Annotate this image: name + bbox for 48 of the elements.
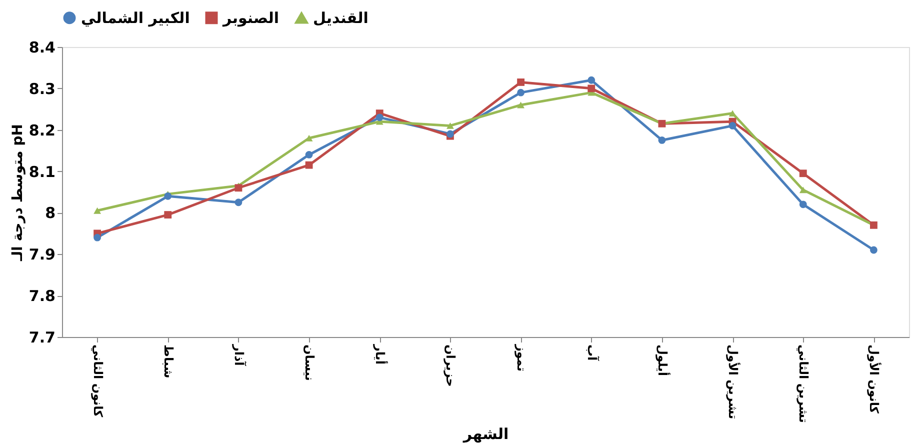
x-tick-label: آذار bbox=[232, 344, 247, 367]
x-tick-label: حزيران bbox=[444, 344, 458, 387]
y-axis-title: متوسط درجة الـ pH bbox=[10, 124, 26, 262]
point bbox=[517, 78, 524, 86]
x-tick-label: كانون الأول bbox=[867, 344, 882, 414]
point bbox=[234, 184, 242, 192]
x-tick-label: كانون الثاني bbox=[90, 344, 105, 418]
point bbox=[305, 151, 313, 158]
y-tick-label: 8.1 bbox=[28, 162, 56, 181]
point bbox=[517, 102, 524, 108]
point bbox=[588, 76, 596, 84]
x-axis-title: الشهر bbox=[462, 424, 509, 443]
x-tick-label: أيار bbox=[373, 344, 388, 365]
x-tick-label: شباط bbox=[161, 344, 176, 378]
point bbox=[234, 198, 242, 206]
point bbox=[164, 192, 172, 200]
point bbox=[517, 88, 524, 96]
point bbox=[94, 234, 101, 242]
x-tick-label: نيسان bbox=[302, 344, 317, 381]
point bbox=[799, 170, 807, 178]
point bbox=[446, 122, 454, 129]
point bbox=[376, 114, 384, 122]
x-tick-label: تشرين الأول bbox=[726, 344, 742, 420]
point bbox=[799, 186, 807, 194]
y-tick-label: 7.7 bbox=[28, 328, 56, 346]
legend-label: الكبير الشمالي bbox=[81, 8, 190, 27]
point bbox=[728, 122, 736, 130]
y-tick-label: 8.2 bbox=[28, 121, 56, 140]
y-tick-label: 7.8 bbox=[28, 287, 56, 306]
point bbox=[799, 200, 807, 208]
y-tick-label: 8 bbox=[45, 204, 56, 222]
y-tick-label: 8.3 bbox=[28, 80, 56, 98]
x-tick-label: أيلول bbox=[655, 344, 670, 376]
point bbox=[305, 134, 313, 142]
point bbox=[588, 84, 596, 92]
legend-label: القنديل bbox=[313, 9, 368, 28]
point bbox=[658, 136, 666, 144]
y-tick-label: 8.4 bbox=[28, 38, 56, 56]
point bbox=[870, 246, 878, 254]
point bbox=[728, 110, 736, 116]
x-tick-label: آب bbox=[584, 344, 600, 362]
x-tick-label: تشرين الثاني bbox=[796, 344, 811, 423]
point bbox=[94, 207, 101, 214]
point bbox=[305, 161, 313, 169]
point bbox=[164, 211, 172, 218]
x-tick-label: تموز bbox=[514, 344, 528, 372]
legend-label: الصنوبر bbox=[222, 8, 280, 27]
y-tick-label: 7.9 bbox=[28, 246, 56, 264]
